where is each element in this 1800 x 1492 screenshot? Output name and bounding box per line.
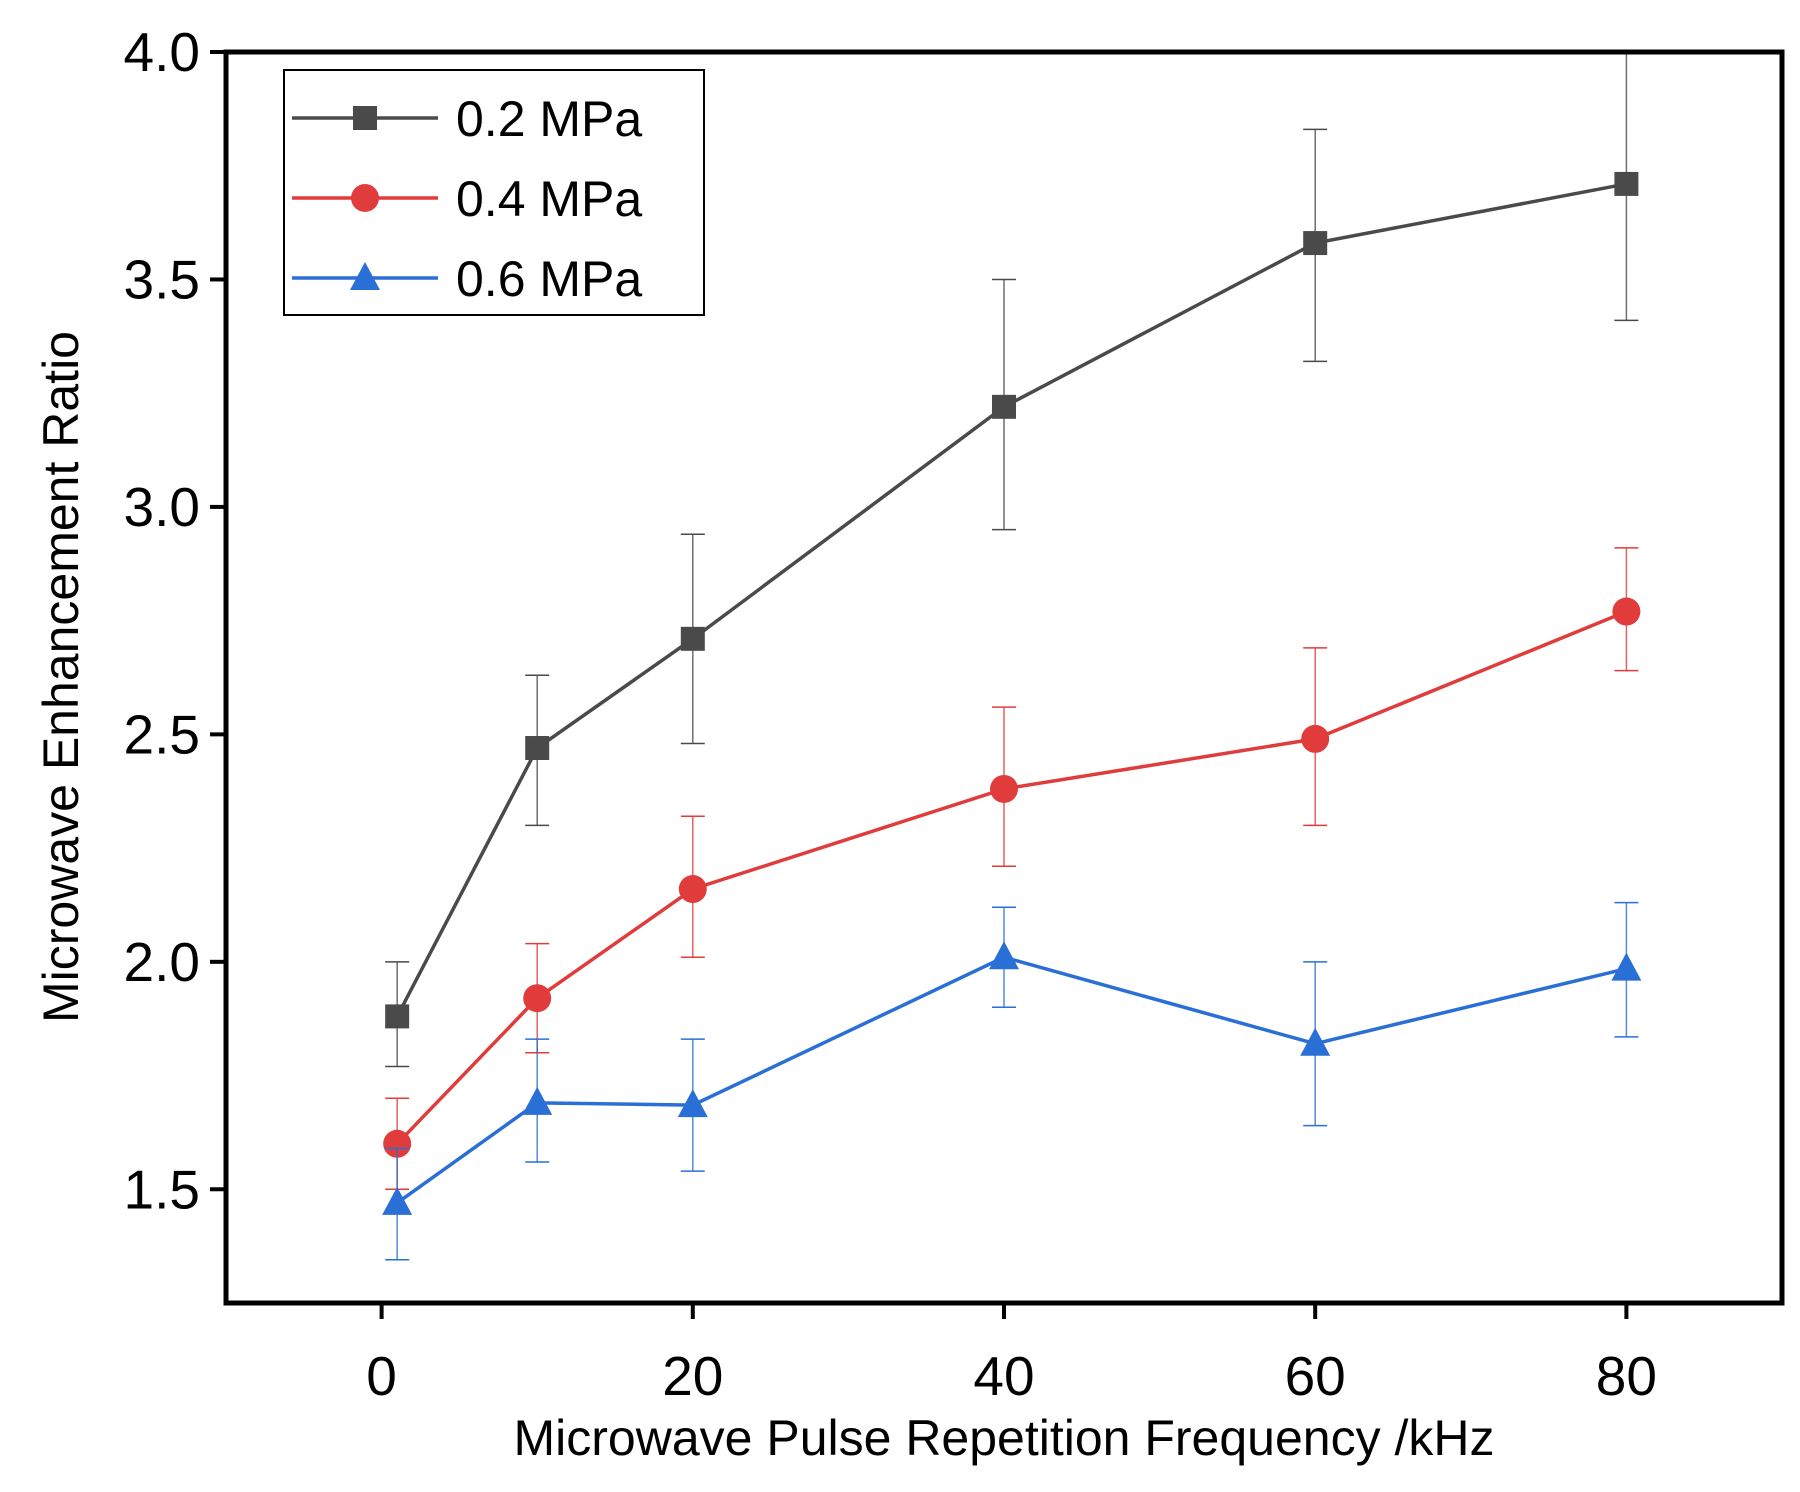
data-point: [383, 1129, 412, 1158]
data-point: [522, 1086, 553, 1115]
legend-label: 0.4 MPa: [456, 171, 642, 227]
data-point: [678, 875, 707, 904]
y-tick-label: 3.5: [124, 248, 200, 310]
legend-marker: [351, 184, 379, 212]
data-point: [1612, 597, 1641, 626]
y-tick-label: 3.0: [124, 476, 200, 538]
y-tick-label: 2.5: [124, 703, 200, 765]
data-point: [990, 774, 1018, 803]
data-point: [992, 394, 1016, 419]
data-point: [385, 1004, 410, 1029]
x-axis-label: Microwave Pulse Repetition Frequency /kH…: [514, 1410, 1495, 1466]
x-tick-label: 80: [1596, 1345, 1657, 1407]
data-point: [680, 626, 705, 651]
legend-label: 0.6 MPa: [456, 251, 642, 307]
data-point: [1614, 171, 1639, 196]
data-point: [1301, 724, 1330, 753]
data-point: [1300, 1027, 1331, 1056]
series-0.4-MPa: [383, 547, 1641, 1191]
plot-frame: [223, 49, 1785, 1306]
data-point: [523, 984, 552, 1013]
series-0.6-MPa: [382, 901, 1642, 1261]
x-tick-label: 40: [973, 1345, 1034, 1407]
series-line: [395, 182, 1627, 1018]
y-tick-label: 1.5: [124, 1158, 200, 1220]
legend-label: 0.2 MPa: [456, 91, 642, 147]
x-tick-label: 20: [662, 1345, 723, 1407]
data-point: [677, 1089, 708, 1118]
data-point: [989, 941, 1019, 970]
series-0.2-MPa: [385, 52, 1639, 1068]
y-tick-label: 2.0: [124, 931, 200, 993]
legend-marker: [350, 262, 380, 290]
x-tick-label: 0: [366, 1345, 397, 1407]
y-tick-label: 4.0: [124, 21, 200, 83]
x-tick-label: 60: [1285, 1345, 1346, 1407]
legend: 0.2 MPa 0.4 MPa 0.6 MPa: [283, 69, 705, 316]
data-point: [382, 1186, 413, 1215]
legend-marker: [353, 106, 377, 130]
data-point: [525, 736, 550, 761]
data-point: [1611, 952, 1642, 981]
series-line: [396, 955, 1627, 1205]
y-axis-label: Microwave Enhancement Ratio: [33, 331, 89, 1023]
series-line: [395, 609, 1628, 1145]
data-point: [1303, 231, 1328, 256]
